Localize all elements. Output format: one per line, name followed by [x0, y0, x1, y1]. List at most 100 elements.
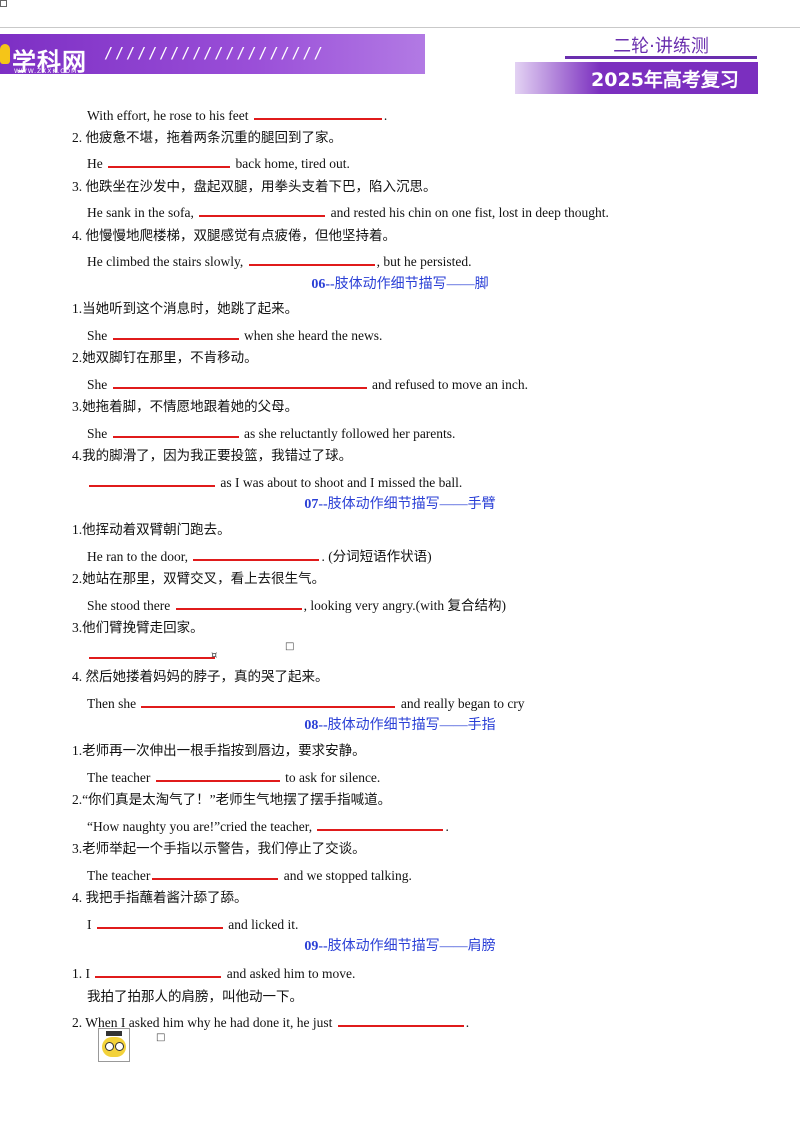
line-text: . — [465, 1015, 470, 1030]
question-line: 2. 他疲惫不堪，拖着两条沉重的腿回到了家。 — [72, 129, 342, 147]
line-text: The teacher — [87, 868, 151, 883]
answer-line: as I was about to shoot and I missed the… — [87, 472, 462, 492]
answer-line: He sank in the sofa, and rested his chin… — [87, 202, 609, 222]
small-mark: ¤ — [211, 650, 218, 661]
line-text: as I was about to shoot and I missed the… — [217, 475, 463, 490]
year-banner — [515, 62, 758, 94]
answer-blank[interactable] — [193, 546, 320, 561]
line-text: The teacher — [87, 770, 154, 785]
section-title: 肢体动作细节描写——手臂 — [327, 497, 496, 512]
answer-line: She as she reluctantly followed her pare… — [87, 423, 455, 443]
answer-blank[interactable] — [95, 963, 222, 978]
section-number: 06-- — [311, 277, 335, 292]
line-text: She — [87, 328, 111, 343]
question-line: 4. 他慢慢地爬楼梯，双腿感觉有点疲倦，但他坚持着。 — [72, 227, 396, 245]
line-text: 1.老师再一次伸出一根手指按到唇边，要求安静。 — [72, 743, 366, 758]
line-text: 1. I — [72, 966, 94, 981]
answer-line: He back home, tired out. — [87, 153, 350, 173]
line-text: , but he persisted. — [376, 254, 472, 269]
answer-blank[interactable] — [337, 1012, 464, 1027]
answer-line: She and refused to move an inch. — [87, 374, 528, 394]
question-line: 1.他挥动着双臂朝门跑去。 — [72, 521, 231, 539]
box-mark: □ — [156, 1032, 166, 1043]
line-text: He — [87, 156, 107, 171]
line-text: She — [87, 426, 111, 441]
answer-blank[interactable] — [89, 472, 215, 487]
section-number: 08-- — [304, 718, 328, 733]
answer-line: She stood there , looking very angry.(wi… — [87, 595, 506, 615]
site-url: WWW.ZXXK.COM — [14, 68, 78, 75]
question-line: 3.他们臂挽臂走回家。 — [72, 619, 204, 637]
answer-blank[interactable] — [141, 693, 396, 708]
line-text: 2.“你们真是太淘气了！”老师生气地摆了摆手指喊道。 — [72, 792, 392, 807]
answer-blank[interactable] — [96, 914, 223, 929]
site-logo: 学科网 — [12, 48, 87, 76]
section-number: 07-- — [304, 497, 328, 512]
answer-blank[interactable] — [317, 816, 444, 831]
line-text: With effort, he rose to his feet — [87, 108, 252, 123]
section-number: 09-- — [304, 939, 328, 954]
question-line: 3.她拖着脚，不情愿地跟着她的父母。 — [72, 398, 298, 416]
section-title: 肢体动作细节描写——肩膀 — [327, 939, 496, 954]
section-heading: 07--肢体动作细节描写——手臂 — [0, 496, 800, 514]
answer-line: He ran to the door, . (分词短语作状语) — [87, 546, 432, 566]
line-text: She stood there — [87, 598, 174, 613]
answer-blank[interactable] — [112, 325, 239, 340]
answer-blank[interactable] — [248, 251, 375, 266]
answer-blank[interactable] — [253, 105, 382, 120]
lightbulb-icon — [0, 44, 10, 64]
line-text: 2.她站在那里，双臂交叉，看上去很生气。 — [72, 571, 326, 586]
question-line: 3. 他跌坐在沙发中，盘起双腿，用拳头支着下巴，陷入沉思。 — [72, 178, 437, 196]
question-line: 4. 我把手指蘸着酱汁舔了舔。 — [72, 889, 248, 907]
question-line: 2.她站在那里，双臂交叉，看上去很生气。 — [72, 570, 325, 588]
question-line: 4.我的脚滑了，因为我正要投篮，我错过了球。 — [72, 447, 352, 465]
answer-blank[interactable] — [108, 153, 231, 168]
line-text: when she heard the news. — [240, 328, 383, 343]
line-text: . — [445, 819, 449, 834]
answer-blank[interactable] — [175, 595, 302, 610]
answer-line: The teacher and we stopped talking. — [87, 865, 412, 885]
answer-blank[interactable] — [155, 767, 280, 782]
answer-blank[interactable] — [112, 423, 239, 438]
line-text: He ran to the door, — [87, 549, 192, 564]
answer-line: I and licked it. — [87, 914, 298, 934]
owl-mascot-icon — [98, 1028, 130, 1062]
line-text: and really began to cry — [397, 696, 525, 711]
answer-blank[interactable] — [89, 644, 215, 659]
line-text: and refused to move an inch. — [368, 377, 528, 392]
question-line: 4. 然后她搂着妈妈的脖子，真的哭了起来。 — [72, 668, 329, 686]
answer-blank[interactable] — [199, 202, 326, 217]
answer-line: He climbed the stairs slowly, , but he p… — [87, 251, 471, 271]
answer-line: The teacher to ask for silence. — [87, 767, 380, 787]
answer-line: 我拍了拍那人的肩膀，叫他动一下。 — [87, 988, 303, 1006]
line-text: and asked him to move. — [223, 966, 356, 981]
answer-blank[interactable] — [152, 865, 279, 880]
line-text: He sank in the sofa, — [87, 205, 198, 220]
line-text: as she reluctantly followed her parents. — [240, 426, 456, 441]
question-line: 1. I and asked him to move. — [72, 963, 355, 983]
line-text: 3.老师举起一个手指以示警告，我们停止了交谈。 — [72, 841, 366, 856]
header-top-rule — [0, 27, 800, 28]
line-text: 2.她双脚钉在那里，不肯移动。 — [72, 350, 258, 365]
line-text: 3.他们臂挽臂走回家。 — [72, 620, 204, 635]
line-text: 4. 然后她搂着妈妈的脖子，真的哭了起来。 — [72, 669, 329, 684]
series-underline — [565, 56, 757, 59]
line-text: . (分词短语作状语) — [321, 549, 432, 564]
line-text: I — [87, 917, 95, 932]
line-text: 1.他挥动着双臂朝门跑去。 — [72, 522, 231, 537]
answer-line: “How naughty you are!”cried the teacher,… — [87, 816, 449, 836]
logo-banner — [0, 34, 425, 74]
line-text: 4.我的脚滑了，因为我正要投篮，我错过了球。 — [72, 448, 353, 463]
question-line: 2.她双脚钉在那里，不肯移动。 — [72, 349, 258, 367]
page-corner-mark — [0, 0, 7, 7]
line-text: , looking very angry.(with 复合结构) — [303, 598, 506, 613]
answer-line: Then she and really began to cry — [87, 693, 525, 713]
question-line: 2.“你们真是太淘气了！”老师生气地摆了摆手指喊道。 — [72, 791, 391, 809]
line-text: “How naughty you are!”cried the teacher, — [87, 819, 316, 834]
line-text: 3.她拖着脚，不情愿地跟着她的父母。 — [72, 399, 299, 414]
line-text: She — [87, 377, 111, 392]
line-text: 4. 他慢慢地爬楼梯，双腿感觉有点疲倦，但他坚持着。 — [72, 228, 396, 243]
answer-blank[interactable] — [112, 374, 367, 389]
line-text: to ask for silence. — [281, 770, 381, 785]
decorative-slashes: //////////////////// — [104, 44, 325, 62]
